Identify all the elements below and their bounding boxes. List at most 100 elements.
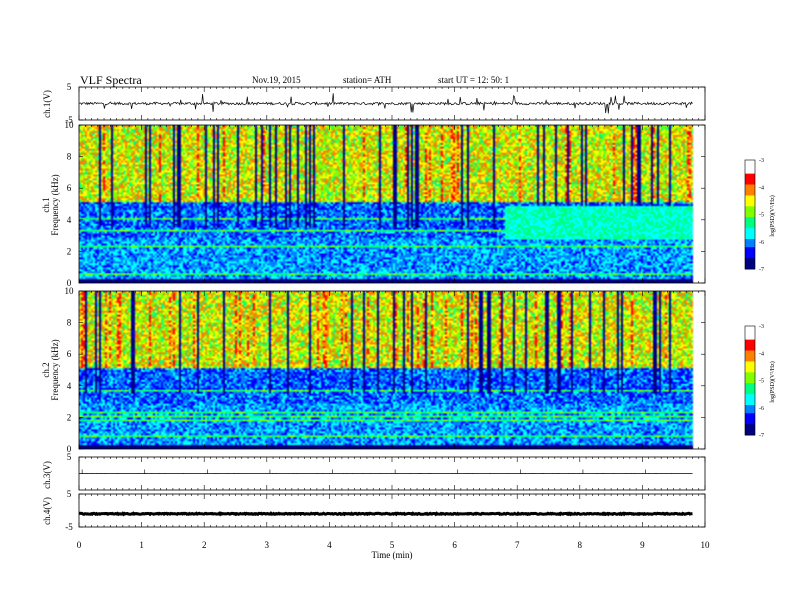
- ch1-colorbar-label: log(PSD)(V²/Hz): [769, 195, 776, 236]
- ch1-waveform-panel: 5 -5: [65, 82, 706, 125]
- ch1-colorbar-swatch: [745, 244, 755, 248]
- ch4-waveform-panel: 5 -5: [65, 489, 706, 532]
- ch1-colorbar-swatch: [745, 160, 755, 164]
- y-tick-label: 8: [67, 152, 72, 162]
- ch1-colorbar-swatch: [745, 236, 755, 240]
- ch1-colorbar-swatch: [745, 266, 755, 270]
- ch1-waveform-ylabel: ch.1(V): [42, 90, 52, 118]
- x-tick-label: 2: [202, 540, 207, 550]
- y-tick-label: 5: [67, 452, 72, 462]
- ch2-colorbar-swatch: [745, 355, 755, 360]
- ch2-colorbar-tick-label: -3: [759, 324, 764, 330]
- ch1-spec-ylabel-channel: ch.1: [41, 197, 51, 212]
- ch2-colorbar-swatch: [745, 426, 755, 431]
- x-tick-label: 10: [701, 540, 711, 550]
- ch1-colorbar-swatch: [745, 192, 755, 196]
- y-tick-label: 4: [67, 381, 72, 391]
- ch2-colorbar-swatch: [745, 336, 755, 341]
- ch1-colorbar-swatch: [745, 247, 755, 251]
- ch1-colorbar-swatch: [745, 187, 755, 191]
- y-tick-label: 5: [67, 82, 72, 92]
- ch1-colorbar-swatch: [745, 239, 755, 243]
- ch1-colorbar-swatch: [745, 241, 755, 245]
- ch2-colorbar: -3 -4 -5 -6 -7: [744, 324, 764, 439]
- ch2-colorbar-swatch: [745, 410, 755, 414]
- ch2-colorbar-swatch: [745, 402, 755, 406]
- ch2-colorbar-swatch: [745, 405, 755, 409]
- ch2-colorbar-swatch: [745, 424, 755, 428]
- ch1-colorbar-swatch: [745, 176, 755, 180]
- ch2-colorbar-swatch: [745, 345, 755, 349]
- ch1-colorbar-swatch: [745, 263, 755, 267]
- ch2-colorbar-swatch: [745, 375, 755, 379]
- ch2-colorbar-swatch: [745, 377, 755, 381]
- ch2-spectrogram-image: [79, 291, 705, 449]
- ch1-colorbar-swatch: [745, 249, 755, 254]
- ch1-colorbar-swatch: [745, 170, 755, 175]
- ch1-spec-ylabel-frequency: Frequency (kHz): [50, 174, 60, 235]
- ch1-spectrogram-panel: 0 2 4 6 8 10: [65, 120, 706, 288]
- ch1-colorbar-swatch: [745, 165, 755, 169]
- y-tick-label: 0: [67, 278, 72, 288]
- y-tick-label: 2: [67, 246, 72, 256]
- ch1-colorbar-tick-label: -3: [759, 158, 764, 164]
- ch2-colorbar-swatch: [745, 331, 755, 335]
- ch2-colorbar-swatch: [745, 358, 755, 362]
- ch1-colorbar-swatch: [745, 189, 755, 194]
- ch2-colorbar-swatch: [745, 326, 755, 330]
- ch2-colorbar-label: log(PSD)(V²/Hz): [769, 361, 776, 402]
- ch2-colorbar-swatch: [745, 415, 755, 420]
- ch1-colorbar-swatch: [745, 200, 755, 205]
- ch1-colorbar-swatch: [745, 181, 755, 186]
- ch3-waveform-ylabel: ch.3(V): [42, 461, 52, 489]
- ch1-colorbar-swatch: [745, 260, 755, 265]
- ch1-colorbar-swatch: [745, 211, 755, 215]
- time-axis: 0 1 2 3 4 5 6 7 8 9 10: [77, 540, 710, 550]
- ch2-colorbar-swatch: [745, 366, 755, 371]
- figure-title: VLF Spectra: [80, 73, 142, 87]
- ch2-colorbar-swatch: [745, 372, 755, 376]
- ch2-colorbar-swatch: [745, 369, 755, 373]
- ch2-colorbar-swatch: [745, 353, 755, 357]
- ch1-colorbar-frame: [744, 159, 756, 270]
- ch2-colorbar-tick-label: -6: [759, 406, 764, 412]
- date-label: Nov.19, 2015: [252, 75, 301, 85]
- ch2-colorbar-swatch: [745, 385, 755, 390]
- ch2-colorbar-swatch: [745, 339, 755, 343]
- ch2-colorbar-swatch: [745, 361, 755, 365]
- ch1-colorbar-swatch: [745, 258, 755, 262]
- ch2-colorbar-swatch: [745, 364, 755, 368]
- ch4-waveform-ylabel: ch.4(V): [42, 497, 52, 525]
- start-time-label: start UT = 12: 50: 1: [438, 75, 509, 85]
- x-tick-label: 5: [390, 540, 395, 550]
- ch1-colorbar-tick-label: -6: [759, 240, 764, 246]
- ch1-spectrogram-image: [79, 125, 705, 283]
- ch1-waveform-trace: [78, 93, 693, 114]
- ch1-colorbar-swatch: [745, 233, 755, 237]
- ch1-colorbar-swatch: [745, 219, 755, 224]
- ch2-colorbar-tick-label: -5: [759, 379, 764, 385]
- ch1-colorbar-swatch: [745, 217, 755, 221]
- y-tick-label: 6: [67, 349, 72, 359]
- x-tick-label: 0: [77, 540, 82, 550]
- ch1-colorbar-swatch: [745, 252, 755, 256]
- x-tick-label: 7: [515, 540, 520, 550]
- y-tick-label: 6: [67, 183, 72, 193]
- ch1-colorbar-swatch: [745, 206, 755, 210]
- y-tick-label: 8: [67, 318, 72, 328]
- ch1-colorbar-swatch: [745, 203, 755, 207]
- ch1-colorbar-swatch: [745, 162, 755, 166]
- ch2-colorbar-swatch: [745, 407, 755, 411]
- ch1-colorbar-swatch: [745, 173, 755, 177]
- ch2-colorbar-swatch: [745, 350, 755, 354]
- ch2-colorbar-swatch: [745, 432, 755, 436]
- ch2-colorbar-swatch: [745, 334, 755, 338]
- ch2-colorbar-swatch: [745, 418, 755, 422]
- ch2-colorbar-swatch: [745, 399, 755, 403]
- x-tick-label: 6: [452, 540, 457, 550]
- ch1-colorbar-swatch: [745, 168, 755, 172]
- ch1-colorbar-swatch: [745, 209, 755, 213]
- ch1-colorbar-tick-label: -7: [759, 267, 764, 273]
- station-label: station= ATH: [343, 75, 392, 85]
